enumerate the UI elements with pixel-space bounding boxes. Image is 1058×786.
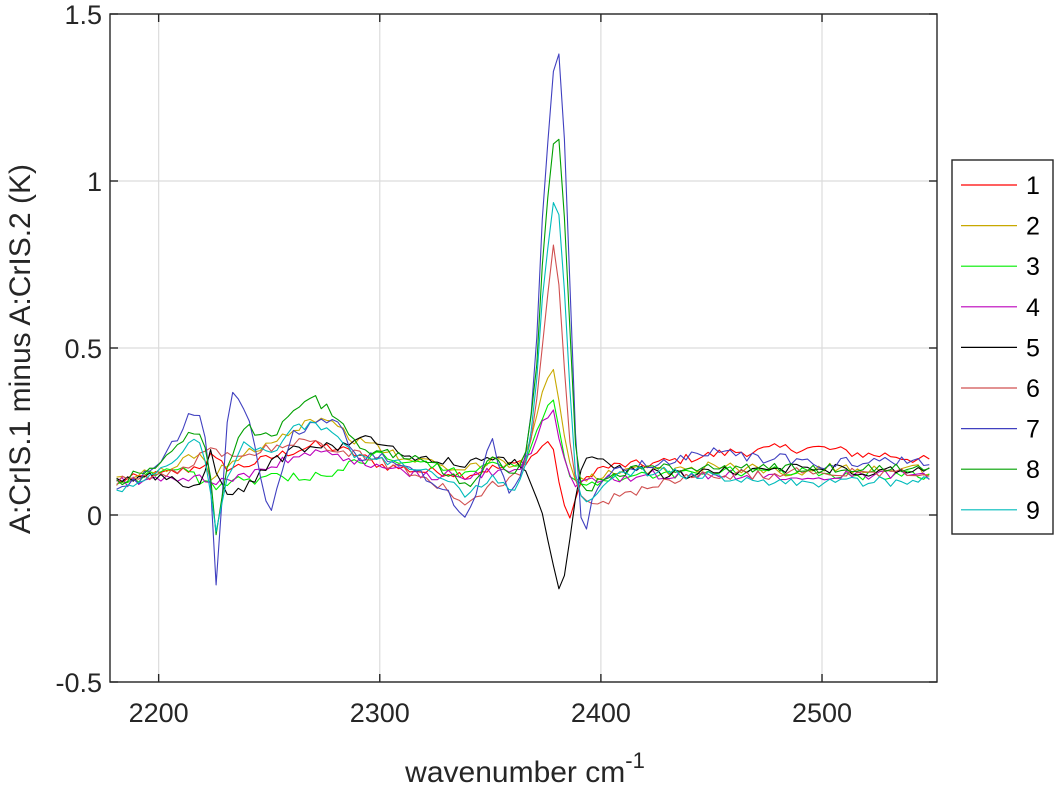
- y-tick-label: 0: [87, 501, 102, 531]
- legend-label-2: 2: [1026, 213, 1040, 241]
- axes: [109, 13, 938, 683]
- series-9-line: [116, 202, 930, 532]
- x-axis-title-superscript: -1: [625, 748, 645, 773]
- legend-label-6: 6: [1026, 375, 1040, 403]
- series-4-line: [116, 409, 930, 488]
- legend: 1 2 3 4 5 6 7 8 9: [951, 159, 1054, 535]
- x-tick-label: 2200: [129, 698, 189, 728]
- plot-frame: [109, 13, 938, 683]
- legend-label-4: 4: [1026, 294, 1040, 322]
- series-lines: [116, 53, 930, 590]
- series-7-line: [116, 53, 930, 586]
- y-tick-label: -0.5: [55, 668, 102, 698]
- y-tick-label: 1.5: [64, 0, 102, 30]
- x-axis-title-text: wavenumber cm: [404, 756, 625, 786]
- y-tick-label: 1: [87, 167, 102, 197]
- series-8-line: [116, 138, 930, 536]
- legend-label-5: 5: [1026, 334, 1040, 362]
- legend-label-1: 1: [1026, 172, 1040, 200]
- x-axis-title: wavenumber cm-1: [404, 748, 645, 786]
- y-axis-title: A:CrIS.1 minus A:CrIS.2 (K): [4, 164, 37, 534]
- x-tick-label: 2500: [792, 698, 852, 728]
- legend-label-3: 3: [1026, 253, 1040, 281]
- x-tick-label: 2300: [350, 698, 410, 728]
- y-tick-label: 0.5: [64, 334, 102, 364]
- legend-label-7: 7: [1026, 416, 1040, 444]
- x-tick-label: 2400: [571, 698, 631, 728]
- legend-label-8: 8: [1026, 456, 1040, 484]
- tick-labels: 2200 2300 2400 2500 -0.5 0 0.5 1 1.5: [55, 0, 852, 728]
- legend-label-9: 9: [1026, 497, 1040, 525]
